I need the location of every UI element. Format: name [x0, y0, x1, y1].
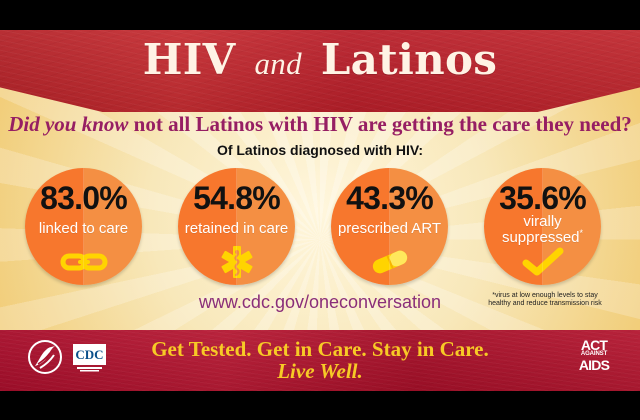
cdc-logo-text: CDC	[75, 347, 103, 362]
footer-banner	[0, 330, 640, 391]
header-banner	[0, 30, 640, 112]
subtitle-text: not all Latinos with HIV are getting the…	[128, 112, 632, 136]
stat-label: retained in care	[184, 220, 289, 237]
stat-value: 35.6%	[499, 180, 587, 216]
stat-label: linked to care	[38, 220, 129, 237]
act-logo-top: ACT	[580, 337, 608, 353]
stat-value: 43.3%	[346, 180, 434, 216]
resource-link[interactable]: www.cdc.gov/oneconversation	[198, 292, 442, 312]
cdc-logo-icon: CDC	[72, 343, 107, 373]
stat-retained-in-care: 54.8% retained in care	[178, 168, 295, 285]
title-main: HIV	[142, 35, 236, 84]
stat-label-line-1: virally	[523, 213, 562, 230]
intro-text: Of Latinos diagnosed with HIV:	[216, 142, 424, 158]
infographic: HIV and Latinos Did you know not all Lat…	[0, 30, 640, 391]
chain-link-icon	[25, 245, 142, 279]
stat-value: 83.0%	[40, 180, 128, 216]
medical-star-icon	[178, 245, 295, 279]
question-subtitle: Did you know not all Latinos with HIV ar…	[0, 112, 640, 136]
stat-linked-to-care: 83.0% linked to care	[25, 168, 142, 285]
footnote-marker: *	[579, 228, 584, 238]
page-title: HIV and Latinos	[0, 34, 640, 88]
stat-virally-suppressed: 35.6% virally suppressed*	[484, 168, 601, 285]
stat-label: prescribed ART	[337, 220, 442, 237]
stat-label: virally suppressed*	[487, 214, 598, 246]
checkmark-icon	[484, 245, 601, 279]
act-logo-bottom: AIDS	[578, 357, 610, 373]
stat-value: 54.8%	[193, 180, 281, 216]
title-and: and	[254, 46, 302, 81]
stat-label-line-2: suppressed	[501, 229, 580, 246]
title-end: Latinos	[320, 35, 498, 84]
pill-icon	[331, 245, 448, 279]
hhs-logo-icon	[27, 339, 63, 377]
act-logo-mid: AGAINST	[580, 351, 608, 357]
footnote: *virus at low enough levels to stay heal…	[488, 292, 602, 307]
call-to-action-line-1: Get Tested. Get in Care. Stay in Care.	[151, 337, 489, 361]
subtitle-emphasis: Did you know	[8, 112, 129, 136]
act-against-aids-logo: ACT AGAINST AIDS	[568, 337, 620, 382]
call-to-action-line-2: Live Well.	[277, 359, 363, 383]
stat-prescribed-art: 43.3% prescribed ART	[331, 168, 448, 285]
